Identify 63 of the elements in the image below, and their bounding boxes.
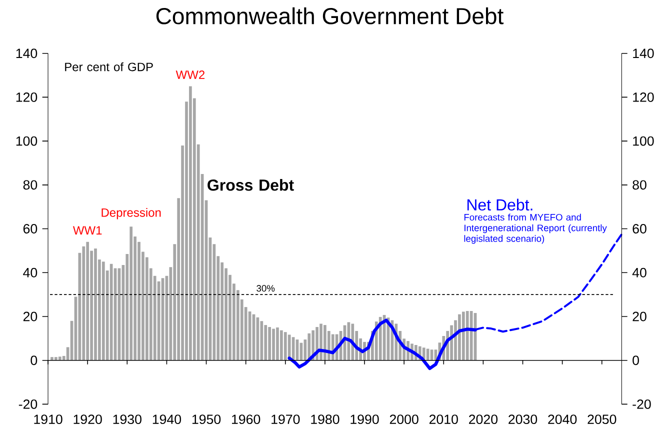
x-tick-label: 2040 (548, 414, 577, 424)
bar (54, 357, 58, 361)
x-tick-label: 2000 (390, 414, 418, 424)
x-tick-label: 1970 (272, 414, 300, 424)
bar (260, 321, 264, 361)
bar (50, 357, 54, 361)
y-tick-label: 100 (16, 136, 38, 146)
bar (94, 248, 97, 361)
x-tick-label: 1920 (74, 414, 102, 424)
bar (276, 328, 279, 361)
annotation: Forecasts from MYEFO and Intergenerational Report (currently legislated scenario) (464, 214, 607, 244)
annotation: Gross Debt (208, 179, 294, 192)
y2-tick-label: 120 (633, 92, 654, 102)
bar (470, 311, 473, 361)
ref-line-label: 30% (256, 285, 275, 292)
annotation: WW1 (72, 226, 102, 235)
chart-title: Commonwealth Government Debt (156, 8, 504, 25)
x-tick-label: 1940 (152, 414, 182, 424)
y2-tick-label: 140 (633, 48, 654, 58)
y-tick-label: 40 (23, 268, 38, 278)
y2-tick-label: 60 (632, 224, 646, 234)
bar (280, 330, 283, 361)
bar (284, 332, 287, 361)
x-tick-label: 1980 (311, 414, 340, 424)
y-tick-label: 0 (30, 356, 38, 366)
y2-tick-label: 100 (633, 136, 654, 146)
bar (272, 329, 275, 361)
bar (466, 311, 469, 361)
x-tick-label: 1930 (113, 414, 142, 424)
x-tick-label: 1960 (232, 414, 260, 424)
annotation: Per cent of GDP (65, 62, 153, 72)
y-tick-label: 140 (16, 48, 38, 58)
y2-tick-label: 0 (632, 356, 639, 366)
bar (320, 324, 322, 361)
y2-tick-label: 20 (632, 312, 646, 322)
y2-tick-label: 80 (632, 180, 646, 190)
y-tick-label: 20 (23, 312, 38, 322)
y2-tick-label: 40 (632, 268, 646, 278)
y2-tick-label: -20 (632, 400, 651, 410)
bar (189, 86, 192, 361)
bar (58, 356, 62, 361)
x-tick-label: 2020 (469, 414, 498, 424)
bar (130, 226, 133, 361)
bar (264, 325, 268, 361)
x-tick-label: 2050 (588, 414, 616, 424)
x-tick-label: 2010 (429, 414, 458, 424)
y-tick-label: 80 (23, 180, 38, 190)
bar (458, 314, 461, 361)
y-tick-label: 120 (16, 92, 38, 102)
annotation: Depression (102, 208, 161, 220)
y-tick-label: 60 (23, 224, 38, 234)
annotation: WW2 (176, 70, 205, 80)
x-tick-label: 1910 (34, 414, 62, 424)
bar (86, 242, 90, 361)
bar (308, 334, 311, 361)
bar (462, 312, 465, 361)
bar (102, 262, 105, 361)
text: Net Debt. (467, 199, 532, 211)
x-tick-label: 1950 (192, 414, 221, 424)
x-tick-label: 1990 (350, 414, 379, 424)
x-tick-label: 2030 (508, 414, 538, 424)
bar (268, 327, 271, 361)
y-tick-label: -20 (18, 400, 38, 410)
